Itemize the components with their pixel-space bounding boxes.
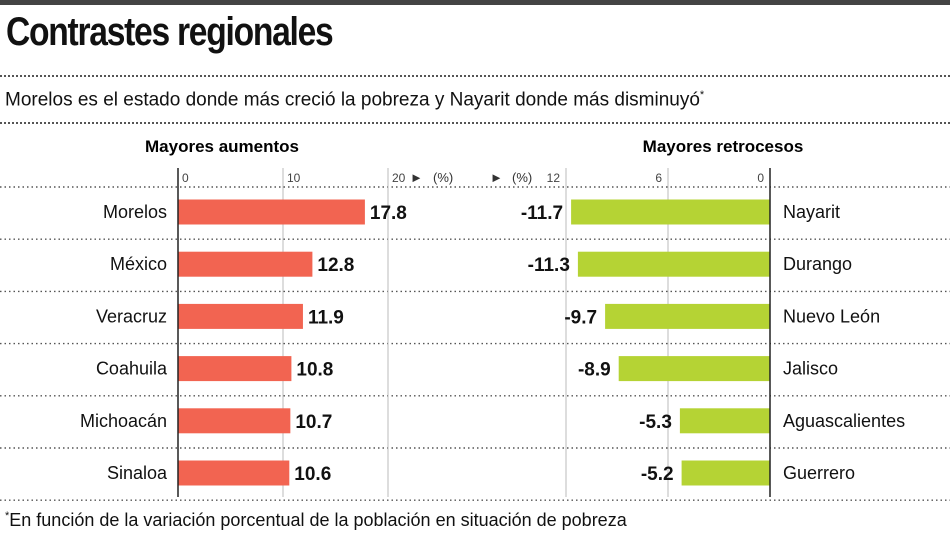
subtitle-asterisk: * — [699, 89, 705, 101]
chart-title: Contrastes regionales — [6, 10, 334, 54]
top-rule — [0, 0, 950, 5]
left-bar — [178, 303, 303, 329]
right-value-label: -5.3 — [639, 412, 672, 433]
left-value-label: 12.8 — [317, 255, 354, 276]
left-value-label: 10.8 — [296, 360, 333, 381]
left-chart-title: Mayores aumentos — [145, 137, 299, 156]
right-bar — [618, 356, 770, 382]
left-unit-arrow: ► — [410, 170, 423, 185]
dotted-divider — [0, 75, 950, 77]
right-category-label: Durango — [783, 254, 852, 274]
chart-subtitle: Morelos es el estado donde más creció la… — [5, 89, 704, 111]
left-value-label: 10.7 — [295, 412, 332, 433]
footnote-text: En función de la variación porcentual de… — [9, 510, 627, 530]
left-category-label: México — [110, 254, 167, 274]
right-tick-label: 6 — [655, 171, 662, 185]
left-bar — [178, 356, 292, 382]
left-tick-label: 0 — [182, 171, 189, 185]
left-tick-label: 10 — [287, 171, 301, 185]
right-category-label: Nuevo León — [783, 306, 880, 326]
left-bar — [178, 199, 365, 225]
footnote-asterisk: * — [5, 510, 10, 522]
left-category-label: Sinaloa — [107, 463, 168, 483]
right-value-label: -11.7 — [521, 203, 563, 224]
right-bar — [679, 408, 770, 434]
right-unit-label: (%) — [512, 170, 532, 185]
right-value-label: -8.9 — [578, 360, 611, 381]
left-value-label: 11.9 — [308, 307, 344, 328]
right-category-label: Guerrero — [783, 463, 855, 483]
right-chart-title: Mayores retrocesos — [643, 137, 804, 156]
right-tick-label: 0 — [757, 171, 764, 185]
right-bar — [605, 303, 770, 329]
right-category-label: Nayarit — [783, 202, 840, 222]
right-category-label: Jalisco — [783, 359, 838, 379]
right-unit-arrow: ► — [490, 170, 503, 185]
right-value-label: -11.3 — [528, 255, 570, 276]
left-category-label: Veracruz — [96, 306, 167, 326]
left-category-label: Coahuila — [96, 359, 168, 379]
left-category-label: Michoacán — [80, 411, 167, 431]
right-tick-label: 12 — [547, 171, 561, 185]
right-value-label: -9.7 — [564, 307, 597, 328]
left-bar — [178, 460, 290, 486]
left-unit-label: (%) — [433, 170, 453, 185]
left-bar — [178, 408, 291, 434]
dotted-divider — [0, 122, 950, 124]
footnote: *En función de la variación porcentual d… — [5, 510, 627, 531]
right-bar — [571, 199, 770, 225]
left-bar — [178, 251, 313, 277]
right-bar — [681, 460, 770, 486]
left-category-label: Morelos — [103, 202, 167, 222]
right-bar — [577, 251, 770, 277]
left-tick-label: 20 — [392, 171, 406, 185]
right-value-label: -5.2 — [641, 464, 674, 485]
left-value-label: 17.8 — [370, 203, 407, 224]
subtitle-text: Morelos es el estado donde más creció la… — [5, 89, 700, 111]
right-category-label: Aguascalientes — [783, 411, 905, 431]
left-value-label: 10.6 — [294, 464, 331, 485]
